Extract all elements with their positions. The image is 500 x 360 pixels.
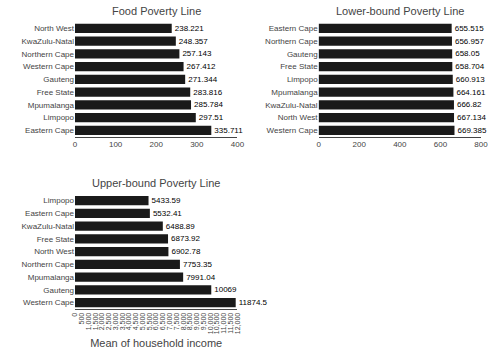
svg-text:Gauteng: Gauteng <box>43 75 74 84</box>
svg-text:660.913: 660.913 <box>456 75 485 84</box>
svg-text:2,500: 2,500 <box>105 313 112 331</box>
svg-text:8,500: 8,500 <box>186 313 193 331</box>
svg-text:Gauteng: Gauteng <box>43 286 74 295</box>
svg-text:664.161: 664.161 <box>456 88 485 97</box>
svg-text:0: 0 <box>71 313 78 317</box>
svg-text:257.143: 257.143 <box>182 49 211 58</box>
svg-text:9,500: 9,500 <box>200 313 207 331</box>
svg-text:3,500: 3,500 <box>119 313 126 331</box>
svg-text:669.385: 669.385 <box>457 126 486 135</box>
svg-text:Northern Cape: Northern Cape <box>22 50 75 59</box>
svg-text:9,000: 9,000 <box>193 313 200 331</box>
svg-text:Mpumalanga: Mpumalanga <box>28 273 75 282</box>
svg-text:8,000: 8,000 <box>180 313 187 331</box>
svg-text:10069: 10069 <box>214 285 237 294</box>
svg-text:Mpumalanga: Mpumalanga <box>271 88 318 97</box>
svg-text:200: 200 <box>150 140 164 149</box>
svg-text:1,500: 1,500 <box>92 313 99 331</box>
svg-text:5532.41: 5532.41 <box>153 209 182 218</box>
svg-text:Food Poverty Line: Food Poverty Line <box>112 5 201 17</box>
svg-text:10,000: 10,000 <box>207 313 214 335</box>
svg-text:655.515: 655.515 <box>455 24 484 33</box>
svg-text:335.711: 335.711 <box>214 126 243 135</box>
svg-text:Limpopo: Limpopo <box>287 75 318 84</box>
svg-text:285.784: 285.784 <box>194 100 223 109</box>
svg-text:0: 0 <box>316 140 321 149</box>
svg-text:666.82: 666.82 <box>457 100 482 109</box>
svg-text:200: 200 <box>353 140 367 149</box>
svg-text:KwaZulu-Natal: KwaZulu-Natal <box>22 222 75 231</box>
svg-text:Limpopo: Limpopo <box>43 196 74 205</box>
svg-text:10,500: 10,500 <box>213 313 220 335</box>
svg-text:Limpopo: Limpopo <box>43 113 74 122</box>
svg-text:3,000: 3,000 <box>112 313 119 331</box>
svg-text:400: 400 <box>231 140 245 149</box>
svg-text:5,500: 5,500 <box>146 313 153 331</box>
svg-text:Eastern Cape: Eastern Cape <box>25 126 74 135</box>
svg-text:5,000: 5,000 <box>139 313 146 331</box>
svg-text:6,000: 6,000 <box>152 313 159 331</box>
svg-text:6,500: 6,500 <box>159 313 166 331</box>
svg-text:400: 400 <box>393 140 407 149</box>
svg-text:Lower-bound Poverty Line: Lower-bound Poverty Line <box>336 5 464 17</box>
svg-text:Northern Cape: Northern Cape <box>22 260 75 269</box>
svg-text:Western Cape: Western Cape <box>267 126 319 135</box>
svg-text:12,000: 12,000 <box>234 313 241 335</box>
svg-text:7991.04: 7991.04 <box>186 273 215 282</box>
svg-text:7,000: 7,000 <box>166 313 173 331</box>
svg-text:600: 600 <box>434 140 448 149</box>
svg-text:656.957: 656.957 <box>455 37 484 46</box>
svg-text:Eastern Cape: Eastern Cape <box>25 209 74 218</box>
svg-text:297.51: 297.51 <box>199 113 224 122</box>
svg-text:6873.92: 6873.92 <box>171 234 200 243</box>
svg-text:Western Cape: Western Cape <box>23 62 75 71</box>
svg-text:271.344: 271.344 <box>188 75 217 84</box>
svg-text:North West: North West <box>278 113 319 122</box>
svg-text:5433.59: 5433.59 <box>152 196 181 205</box>
svg-text:658.05: 658.05 <box>455 49 480 58</box>
svg-text:100: 100 <box>109 140 123 149</box>
svg-text:800: 800 <box>474 140 488 149</box>
svg-text:6488.89: 6488.89 <box>166 222 195 231</box>
svg-text:Mpumalanga: Mpumalanga <box>28 101 75 110</box>
svg-text:238.221: 238.221 <box>175 24 204 33</box>
svg-text:667.134: 667.134 <box>457 113 486 122</box>
svg-text:4,500: 4,500 <box>132 313 139 331</box>
svg-text:267.412: 267.412 <box>187 62 216 71</box>
svg-text:KwaZulu-Natal: KwaZulu-Natal <box>22 37 75 46</box>
svg-text:7753.35: 7753.35 <box>183 260 212 269</box>
svg-text:Eastern Cape: Eastern Cape <box>269 24 318 33</box>
svg-text:North West: North West <box>34 247 75 256</box>
svg-text:Mean of household income: Mean of household income <box>90 337 222 349</box>
svg-text:North West: North West <box>34 24 75 33</box>
svg-text:11,000: 11,000 <box>220 313 227 334</box>
svg-text:Gauteng: Gauteng <box>287 50 318 59</box>
svg-text:283.816: 283.816 <box>193 88 222 97</box>
svg-text:4,000: 4,000 <box>125 313 132 331</box>
svg-text:Northern Cape: Northern Cape <box>265 37 318 46</box>
svg-text:2,000: 2,000 <box>98 313 105 331</box>
svg-text:11874.5: 11874.5 <box>239 298 268 307</box>
svg-text:6902.78: 6902.78 <box>171 247 200 256</box>
svg-text:248.357: 248.357 <box>179 37 208 46</box>
svg-text:500: 500 <box>78 313 85 325</box>
svg-text:Western Cape: Western Cape <box>23 298 75 307</box>
svg-text:Upper-bound Poverty Line: Upper-bound Poverty Line <box>92 177 220 189</box>
svg-text:Free State: Free State <box>37 235 75 244</box>
svg-text:1,000: 1,000 <box>85 313 92 331</box>
svg-text:300: 300 <box>190 140 204 149</box>
svg-text:Free State: Free State <box>37 88 75 97</box>
svg-text:658.704: 658.704 <box>455 62 484 71</box>
svg-text:Free State: Free State <box>280 62 318 71</box>
svg-text:11,500: 11,500 <box>227 313 234 334</box>
svg-text:KwaZulu-Natal: KwaZulu-Natal <box>265 101 318 110</box>
svg-text:0: 0 <box>73 140 78 149</box>
svg-text:7,500: 7,500 <box>173 313 180 331</box>
